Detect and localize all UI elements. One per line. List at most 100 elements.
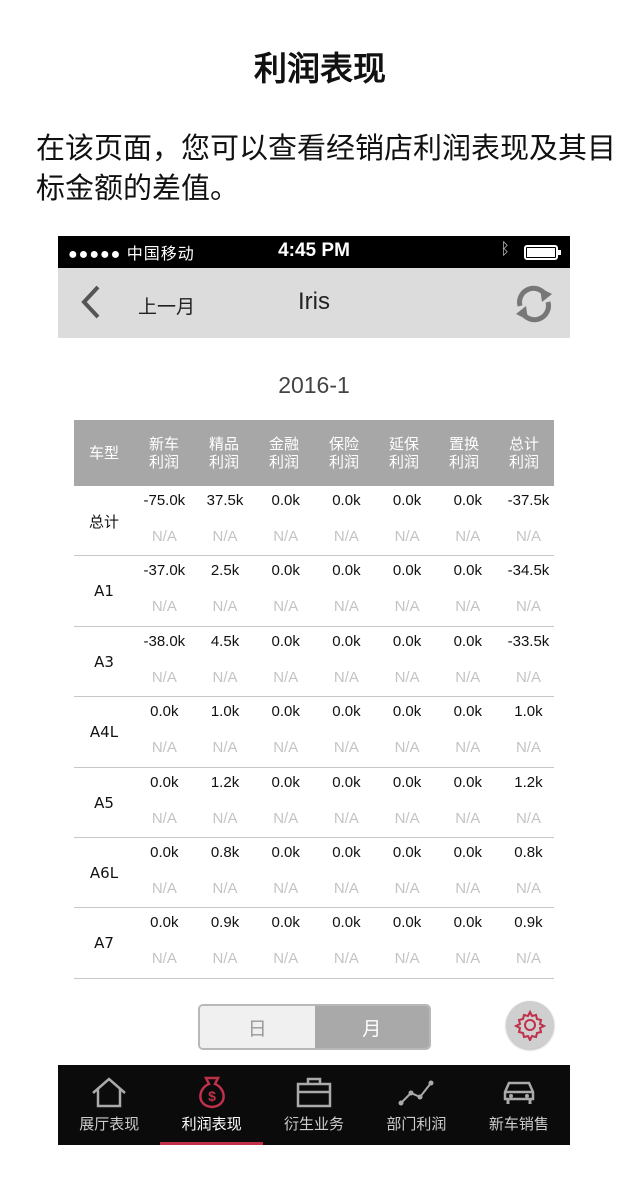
model-cell: A1 [94, 582, 114, 601]
target-gap-cell: N/A [455, 739, 481, 757]
target-gap-cell: N/A [273, 879, 299, 897]
profit-value-cell: 0.8k [514, 843, 543, 861]
profit-value-cell: 0.9k [210, 914, 240, 932]
profit-value-cell: 0.0k [332, 843, 361, 861]
profit-value-cell: 0.0k [453, 562, 482, 580]
profit-value-cell: -34.5k [507, 562, 550, 580]
profit-value-cell: -37.5k [507, 492, 550, 509]
svg-text:$: $ [208, 1088, 216, 1104]
header-cell: 延保 利润 [388, 435, 419, 471]
profit-values: -37.0k 2.5k 0.0k 0.0k 0.0k 0.0k -34.5k [134, 562, 559, 579]
target-gap-cell: N/A [212, 668, 238, 686]
profit-values: 0.0k 0.9k 0.0k 0.0k 0.0k 0.0k 0.9k [134, 914, 559, 931]
target-gap-cell: N/A [455, 950, 481, 968]
model-cell: A5 [94, 793, 114, 812]
profit-value-cell: 0.8k [210, 843, 240, 861]
target-gap-cell: N/A [333, 598, 359, 616]
profit-values: -38.0k 4.5k 0.0k 0.0k 0.0k 0.0k -33.5k [134, 633, 559, 650]
profit-value-cell: 0.0k [392, 843, 422, 861]
profit-value-cell: 0.0k [332, 773, 361, 791]
target-gap-cell: N/A [151, 950, 177, 968]
bluetooth-icon: ᛒ [500, 241, 510, 258]
model-cell: A4L [89, 723, 119, 742]
target-gap-cell: N/A [333, 668, 359, 686]
table-body: 总计 -75.0k 37.5k 0.0k 0.0k 0.0k 0.0k -37.5k N/A N/… [74, 486, 554, 979]
target-gap-cell: N/A [515, 598, 541, 616]
target-gap-cell: N/A [515, 809, 541, 827]
target-gap-cell: N/A [455, 879, 481, 897]
target-gap-cell: N/A [455, 809, 481, 827]
table-row: A4L 0.0k 1.0k 0.0k 0.0k 0.0k 0.0k 1.0k N/A N/A N/A… [74, 697, 554, 768]
tab-new-car-sales[interactable]: 新车销售 [468, 1065, 570, 1145]
profit-value-cell: 0.0k [332, 914, 361, 932]
target-gap-cell: N/A [394, 809, 420, 827]
status-time: 4:45 PM [278, 240, 350, 261]
back-chevron-icon[interactable] [76, 282, 106, 322]
profit-value-cell: 0.0k [332, 492, 361, 509]
header-cell: 精品 利润 [208, 435, 239, 471]
house-icon [92, 1077, 127, 1108]
profit-value-cell: 0.0k [453, 843, 482, 861]
profit-value-cell: -37.0k [143, 562, 186, 580]
target-gap-cell: N/A [212, 528, 238, 545]
line-graph-icon [398, 1080, 434, 1106]
target-gap-cell: N/A [151, 809, 177, 827]
tab-derivative[interactable]: 衍生业务 [263, 1065, 365, 1145]
target-gap-cell: N/A [515, 528, 541, 545]
target-gap-cell: N/A [212, 598, 238, 616]
profit-value-cell: -75.0k [143, 492, 186, 509]
profit-value-cell: 0.0k [271, 632, 300, 650]
settings-button[interactable] [506, 1001, 554, 1049]
target-gap-cell: N/A [394, 950, 420, 968]
target-gap-cell: N/A [212, 879, 238, 897]
gear-icon [514, 1009, 546, 1041]
target-gap-cell: N/A [333, 809, 359, 827]
target-gap-cell: N/A [151, 739, 177, 757]
profit-table: 车型 新车 利润 精品 利润 金融 利润 保险 利润 延保 利润 置换 利润 总… [74, 420, 554, 979]
target-gap-cell: N/A [515, 739, 541, 757]
target-gap-cell: N/A [212, 809, 238, 827]
profit-value-cell: 0.0k [392, 632, 422, 650]
profit-value-cell: 37.5k [206, 492, 244, 509]
status-bar: ●●●●● 中国移动 4:45 PM ᛒ [58, 236, 570, 268]
header-cell: 总计 利润 [508, 435, 539, 471]
table-row: A5 0.0k 1.2k 0.0k 0.0k 0.0k 0.0k 1.2k N/A N/A N/A N… [74, 768, 554, 838]
briefcase-icon [296, 1077, 332, 1108]
profit-value-cell: 0.0k [271, 914, 300, 932]
profit-value-cell: 0.0k [271, 843, 300, 861]
nav-title: Iris [298, 288, 330, 315]
table-row: A7 0.0k 0.9k 0.0k 0.0k 0.0k 0.0k 0.9k N/A N/A N/A N… [74, 908, 554, 979]
tab-profit[interactable]: $ 利润表现 [160, 1065, 264, 1145]
day-month-toggle: 日 月 [198, 1004, 431, 1050]
profit-values: 0.0k 0.8k 0.0k 0.0k 0.0k 0.0k 0.8k [134, 844, 559, 861]
target-gap-cell: N/A [394, 668, 420, 686]
model-cell: 总计 [88, 512, 119, 531]
target-gap-cell: N/A [151, 668, 177, 686]
table-row: A3 -38.0k 4.5k 0.0k 0.0k 0.0k 0.0k -33.5k N/A N/A… [74, 627, 554, 698]
target-gap-cell: N/A [151, 879, 177, 897]
tab-showroom[interactable]: 展厅表现 [58, 1065, 160, 1145]
tab-label: 部门利润 [386, 1115, 447, 1133]
target-gap-cell: N/A [151, 598, 177, 616]
prev-month-button[interactable]: 上一月 [138, 296, 196, 318]
target-gap-cell: N/A [455, 528, 481, 545]
target-gap-cell: N/A [273, 598, 299, 616]
table-row: A1 -37.0k 2.5k 0.0k 0.0k 0.0k 0.0k -34.5k N/A N/A… [74, 556, 554, 627]
profit-value-cell: 0.0k [453, 492, 482, 509]
profit-value-cell: 0.0k [271, 492, 300, 509]
model-cell: A6L [89, 863, 119, 882]
target-gap-cell: N/A [333, 950, 359, 968]
profit-value-cell: 0.0k [392, 914, 422, 932]
day-toggle-button[interactable]: 日 [200, 1006, 315, 1048]
tab-label: 新车销售 [488, 1115, 549, 1133]
tab-department[interactable]: 部门利润 [365, 1065, 467, 1145]
header-cell: 保险 利润 [328, 435, 359, 471]
target-gap-cell: N/A [394, 879, 420, 897]
profit-value-cell: 0.0k [150, 773, 179, 791]
profit-value-cell: 0.0k [332, 632, 361, 650]
profit-value-cell: -38.0k [143, 632, 186, 650]
target-gap-cell: N/A [212, 950, 238, 968]
refresh-icon[interactable] [510, 280, 558, 328]
month-toggle-button[interactable]: 月 [314, 1006, 429, 1048]
target-gap-values: N/A N/A N/A N/A N/A N/A N/A [134, 950, 559, 967]
